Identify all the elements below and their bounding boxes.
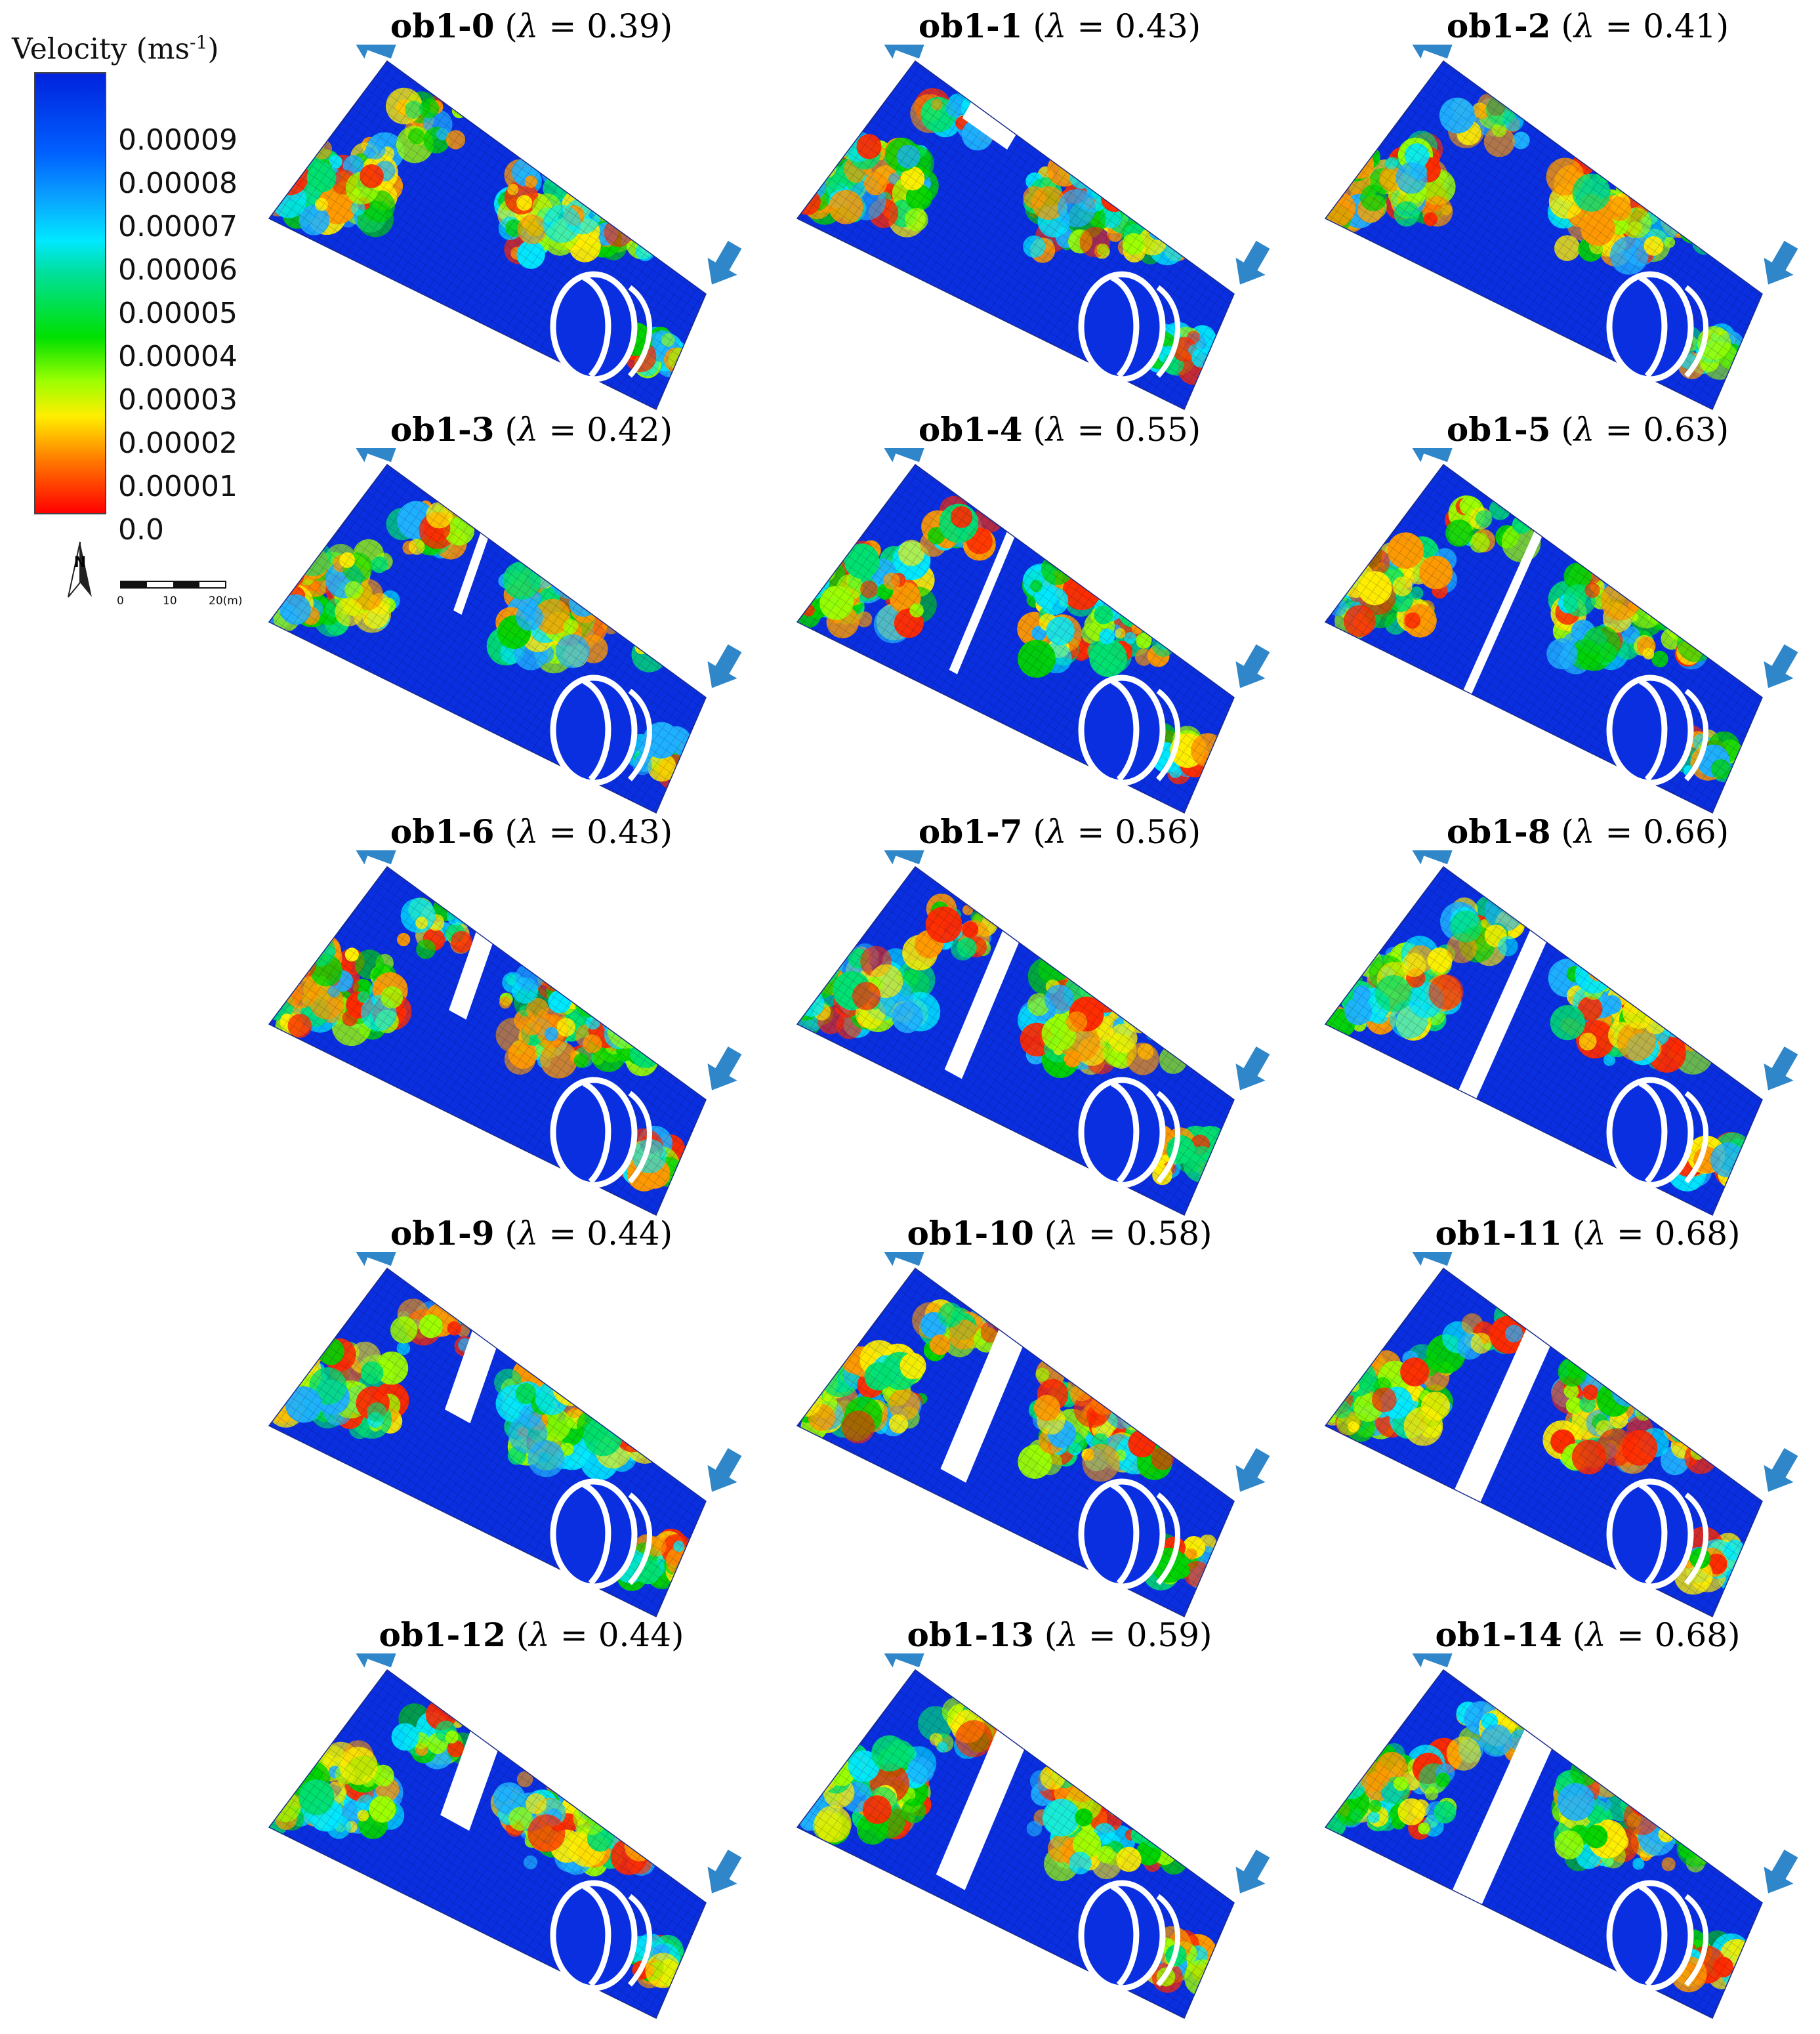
- panel-lambda: (λ = 0.68): [1561, 1616, 1741, 1654]
- panel-ob1-8: ob1-8 (λ = 0.66): [1319, 812, 1820, 1216]
- velocity-map: [1324, 1252, 1798, 1618]
- panel-title: ob1-11 (λ = 0.68): [1319, 1214, 1820, 1253]
- panel-ob1-10: ob1-10 (λ = 0.58): [791, 1214, 1329, 1618]
- panel-ob1-12: ob1-12 (λ = 0.44): [262, 1615, 800, 2020]
- panel-name: ob1-12: [379, 1615, 506, 1654]
- velocity-map: [268, 45, 742, 411]
- velocity-map: [1324, 448, 1798, 814]
- panel-lambda: (λ = 0.68): [1561, 1214, 1741, 1253]
- panel-ob1-0: ob1-0 (λ = 0.39): [262, 7, 800, 411]
- velocity-map: [796, 1653, 1270, 2020]
- panel-ob1-13: ob1-13 (λ = 0.59): [791, 1615, 1329, 2020]
- panel-ob1-4: ob1-4 (λ = 0.55): [791, 410, 1329, 814]
- panel-lambda: (λ = 0.66): [1550, 813, 1729, 851]
- legend-tick: 0.00007: [118, 210, 238, 243]
- panel-ob1-1: ob1-1 (λ = 0.43): [791, 7, 1329, 411]
- panel-ob1-14: ob1-14 (λ = 0.68): [1319, 1615, 1820, 2020]
- velocity-map: [796, 448, 1270, 814]
- panel-title: ob1-6 (λ = 0.43): [262, 812, 800, 851]
- velocity-map: [1324, 850, 1798, 1216]
- panel-title: ob1-9 (λ = 0.44): [262, 1214, 800, 1253]
- velocity-map: [268, 448, 742, 814]
- legend-tick: 0.00004: [118, 340, 238, 373]
- panel-ob1-7: ob1-7 (λ = 0.56): [791, 812, 1329, 1216]
- panel-name: ob1-2: [1446, 7, 1551, 45]
- panel-lambda: (λ = 0.43): [1022, 7, 1201, 45]
- panel-name: ob1-13: [907, 1615, 1034, 1654]
- velocity-map: [268, 850, 742, 1216]
- panel-name: ob1-8: [1446, 812, 1551, 851]
- panel-ob1-3: ob1-3 (λ = 0.42): [262, 410, 800, 814]
- legend-tick: 0.00005: [118, 297, 238, 330]
- panel-name: ob1-9: [390, 1214, 495, 1253]
- panel-ob1-2: ob1-2 (λ = 0.41): [1319, 7, 1820, 411]
- panel-lambda: (λ = 0.59): [1033, 1616, 1212, 1654]
- velocity-map: [796, 850, 1270, 1216]
- legend-title: Velocity (ms-1): [12, 31, 219, 66]
- panel-title: ob1-3 (λ = 0.42): [262, 410, 800, 449]
- panel-name: ob1-3: [390, 410, 495, 449]
- legend-tick: 0.00003: [118, 383, 238, 417]
- panel-lambda: (λ = 0.44): [505, 1616, 684, 1654]
- legend-tick: 0.00002: [118, 426, 238, 460]
- panel-ob1-5: ob1-5 (λ = 0.63): [1319, 410, 1820, 814]
- scale-label: 0: [117, 594, 124, 608]
- legend-tick: 0.0: [118, 513, 164, 547]
- panel-title: ob1-1 (λ = 0.43): [791, 7, 1329, 45]
- panel-title: ob1-12 (λ = 0.44): [262, 1615, 800, 1654]
- velocity-map: [796, 45, 1270, 411]
- panel-title: ob1-13 (λ = 0.59): [791, 1615, 1329, 1654]
- panel-lambda: (λ = 0.41): [1550, 7, 1729, 45]
- panel-name: ob1-6: [390, 812, 495, 851]
- panel-name: ob1-14: [1435, 1615, 1562, 1654]
- panel-ob1-9: ob1-9 (λ = 0.44): [262, 1214, 800, 1618]
- panel-lambda: (λ = 0.39): [494, 7, 673, 45]
- panel-title: ob1-8 (λ = 0.66): [1319, 812, 1820, 851]
- panel-ob1-11: ob1-11 (λ = 0.68): [1319, 1214, 1820, 1618]
- velocity-map: [796, 1252, 1270, 1618]
- panel-lambda: (λ = 0.43): [494, 813, 673, 851]
- velocity-map: [268, 1653, 742, 2020]
- panel-title: ob1-10 (λ = 0.58): [791, 1214, 1329, 1253]
- panel-lambda: (λ = 0.56): [1022, 813, 1201, 851]
- panel-lambda: (λ = 0.58): [1033, 1214, 1212, 1253]
- legend-tick: 0.00008: [118, 167, 238, 200]
- panel-name: ob1-4: [918, 410, 1023, 449]
- panel-name: ob1-10: [907, 1214, 1034, 1253]
- north-arrow-icon: N: [68, 541, 92, 598]
- legend-ticks: 0.00009 0.00008 0.00007 0.00006 0.00005 …: [118, 72, 262, 547]
- panel-title: ob1-0 (λ = 0.39): [262, 7, 800, 45]
- panel-lambda: (λ = 0.63): [1550, 411, 1729, 449]
- scale-bar: 0 10 20(m): [117, 576, 248, 622]
- velocity-map: [1324, 45, 1798, 411]
- velocity-legend: Velocity (ms-1) 0.00009 0.00008 0.00007 …: [12, 26, 261, 604]
- panel-title: ob1-7 (λ = 0.56): [791, 812, 1329, 851]
- panel-lambda: (λ = 0.44): [494, 1214, 673, 1253]
- panel-name: ob1-7: [918, 812, 1023, 851]
- scale-label: 20(m): [209, 594, 243, 608]
- panel-ob1-6: ob1-6 (λ = 0.43): [262, 812, 800, 1216]
- velocity-map: [268, 1252, 742, 1618]
- scale-label: 10: [163, 594, 177, 608]
- panel-title: ob1-5 (λ = 0.63): [1319, 410, 1820, 449]
- legend-tick: 0.00006: [118, 253, 238, 287]
- panel-name: ob1-0: [390, 7, 495, 45]
- panel-name: ob1-11: [1435, 1214, 1562, 1253]
- panel-title: ob1-4 (λ = 0.55): [791, 410, 1329, 449]
- legend-color-bar: [34, 72, 106, 514]
- panel-lambda: (λ = 0.55): [1022, 411, 1201, 449]
- legend-tick: 0.00001: [118, 470, 238, 503]
- north-label: N: [74, 554, 86, 571]
- panel-name: ob1-5: [1446, 410, 1551, 449]
- panel-lambda: (λ = 0.42): [494, 411, 673, 449]
- panel-title: ob1-2 (λ = 0.41): [1319, 7, 1820, 45]
- panel-name: ob1-1: [918, 7, 1023, 45]
- panel-title: ob1-14 (λ = 0.68): [1319, 1615, 1820, 1654]
- legend-tick: 0.00009: [118, 123, 238, 157]
- velocity-map: [1324, 1653, 1798, 2020]
